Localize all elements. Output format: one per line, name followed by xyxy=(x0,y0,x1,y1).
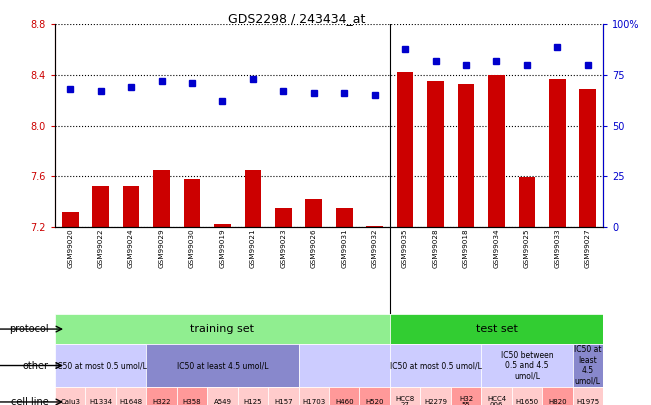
Text: H1334: H1334 xyxy=(89,399,112,405)
Bar xyxy=(518,177,535,227)
Text: Calu3: Calu3 xyxy=(61,399,80,405)
Text: GSM99031: GSM99031 xyxy=(341,228,347,268)
Text: GSM99033: GSM99033 xyxy=(555,228,561,268)
Bar xyxy=(421,387,450,405)
Bar xyxy=(390,387,421,405)
Bar xyxy=(245,170,261,227)
Text: H1650: H1650 xyxy=(516,399,538,405)
Bar xyxy=(427,81,444,227)
Text: H32
55: H32 55 xyxy=(459,396,473,405)
Text: GSM99028: GSM99028 xyxy=(432,228,439,268)
Text: GSM99021: GSM99021 xyxy=(250,228,256,268)
Bar xyxy=(238,387,268,405)
Bar xyxy=(85,387,116,405)
Bar xyxy=(458,84,475,227)
Text: IC50 at most 0.5 umol/L: IC50 at most 0.5 umol/L xyxy=(55,361,146,370)
Bar xyxy=(153,170,170,227)
Bar xyxy=(214,224,231,227)
Text: GSM99027: GSM99027 xyxy=(585,228,590,268)
Text: GSM99026: GSM99026 xyxy=(311,228,317,268)
Text: H322: H322 xyxy=(152,399,171,405)
Text: H125: H125 xyxy=(243,399,262,405)
Bar xyxy=(488,75,505,227)
Text: GSM99029: GSM99029 xyxy=(159,228,165,268)
Text: H520: H520 xyxy=(365,399,384,405)
Bar xyxy=(367,226,383,227)
Bar xyxy=(481,387,512,405)
Bar xyxy=(579,89,596,227)
Text: other: other xyxy=(23,360,48,371)
Text: GSM99032: GSM99032 xyxy=(372,228,378,268)
Text: IC50 at
least
4.5
umol/L: IC50 at least 4.5 umol/L xyxy=(574,345,602,386)
Text: H460: H460 xyxy=(335,399,353,405)
Bar xyxy=(268,387,299,405)
Text: training set: training set xyxy=(191,324,255,334)
Bar xyxy=(573,387,603,405)
Bar xyxy=(450,387,481,405)
Text: IC50 at least 4.5 umol/L: IC50 at least 4.5 umol/L xyxy=(176,361,268,370)
Text: GDS2298 / 243434_at: GDS2298 / 243434_at xyxy=(228,12,365,25)
Text: IC50 at most 0.5 umol/L: IC50 at most 0.5 umol/L xyxy=(389,361,482,370)
Bar xyxy=(184,179,201,227)
Text: H358: H358 xyxy=(183,399,201,405)
Text: GSM99034: GSM99034 xyxy=(493,228,499,268)
Bar xyxy=(305,199,322,227)
Text: GSM99025: GSM99025 xyxy=(524,228,530,268)
Bar xyxy=(55,387,85,405)
Text: H157: H157 xyxy=(274,399,293,405)
Text: cell line: cell line xyxy=(10,397,48,405)
Text: GSM99022: GSM99022 xyxy=(98,228,104,268)
Bar xyxy=(116,387,146,405)
Text: H1703: H1703 xyxy=(302,399,326,405)
Text: H1975: H1975 xyxy=(576,399,600,405)
Text: HCC4
006: HCC4 006 xyxy=(487,396,506,405)
Bar xyxy=(390,344,481,387)
Text: GSM99019: GSM99019 xyxy=(219,228,225,268)
Bar xyxy=(299,344,390,387)
Text: GSM99024: GSM99024 xyxy=(128,228,134,268)
Bar xyxy=(542,387,573,405)
Bar xyxy=(275,208,292,227)
Text: protocol: protocol xyxy=(9,324,48,334)
Bar xyxy=(92,186,109,227)
Text: H2279: H2279 xyxy=(424,399,447,405)
Text: test set: test set xyxy=(475,324,518,334)
Bar xyxy=(481,344,573,387)
Bar xyxy=(207,387,238,405)
Bar xyxy=(329,387,359,405)
Text: GSM99018: GSM99018 xyxy=(463,228,469,268)
Text: GSM99035: GSM99035 xyxy=(402,228,408,268)
Bar xyxy=(299,387,329,405)
Bar xyxy=(55,314,390,344)
Bar xyxy=(512,387,542,405)
Bar xyxy=(549,79,566,227)
Bar xyxy=(146,387,177,405)
Text: A549: A549 xyxy=(214,399,232,405)
Text: GSM99023: GSM99023 xyxy=(281,228,286,268)
Text: GSM99020: GSM99020 xyxy=(67,228,73,268)
Bar xyxy=(336,208,353,227)
Text: HCC8
27: HCC8 27 xyxy=(396,396,415,405)
Text: IC50 between
0.5 and 4.5
umol/L: IC50 between 0.5 and 4.5 umol/L xyxy=(501,351,553,380)
Bar xyxy=(62,212,79,227)
Bar xyxy=(123,186,139,227)
Bar xyxy=(573,344,603,387)
Text: H820: H820 xyxy=(548,399,566,405)
Bar xyxy=(146,344,299,387)
Bar xyxy=(55,344,146,387)
Text: H1648: H1648 xyxy=(120,399,143,405)
Bar xyxy=(390,314,603,344)
Text: GSM99030: GSM99030 xyxy=(189,228,195,268)
Bar xyxy=(396,72,413,227)
Bar xyxy=(359,387,390,405)
Bar xyxy=(177,387,207,405)
